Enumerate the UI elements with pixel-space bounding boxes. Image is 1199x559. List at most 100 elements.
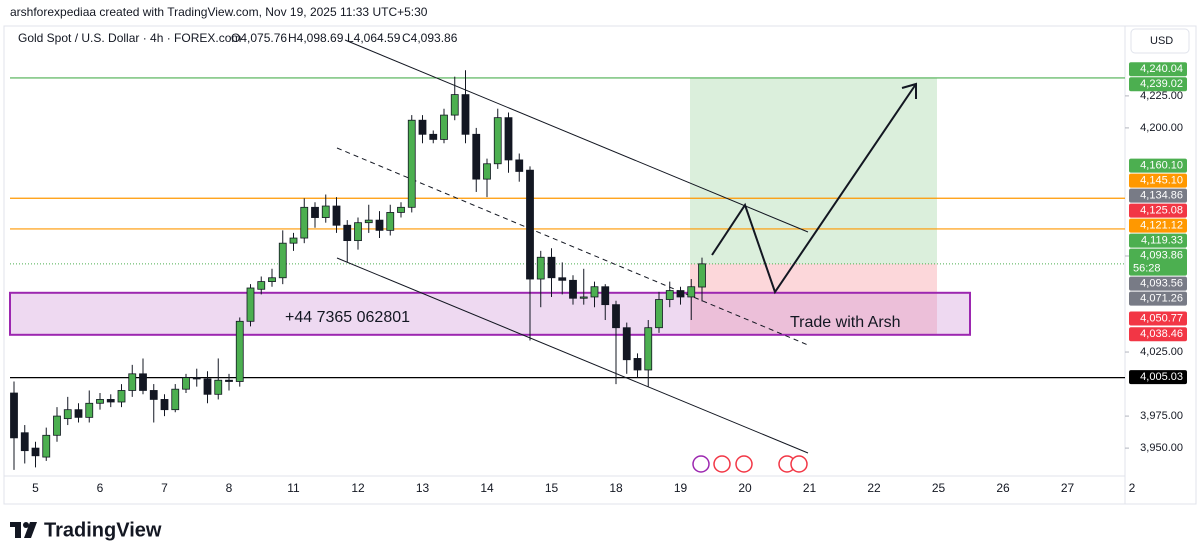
candle-body [644,327,653,371]
candle-body [321,205,330,218]
candles [10,70,706,470]
target-zone [690,77,937,264]
candle-body [128,373,137,391]
price-label-box [1129,158,1187,173]
candle-body [300,206,309,239]
candle-body [698,263,706,288]
candle-body [622,327,631,361]
position-text: Trade with Arsh [790,314,901,331]
candle-body [472,133,481,180]
support-zone [9,291,971,336]
price-label-box [1129,77,1187,92]
x-tick-label: 6 [97,481,104,495]
event-icon [713,455,731,473]
price-label: 4,239.02 [1140,78,1183,90]
candle-body [418,119,427,135]
event-icon [735,455,753,473]
candle-body [364,219,373,224]
x-tick-label: 13 [416,481,430,495]
x-tick-label: 8 [226,481,233,495]
candle-body [407,119,416,208]
price-label: 4,038.46 [1140,328,1183,340]
candle-body [515,159,524,172]
event-icons [692,455,808,473]
candle-body [579,296,588,299]
candle-body [160,399,169,411]
projection-arrow [711,83,917,295]
candle-body [687,286,696,298]
candle-body [665,290,674,300]
price-label-box [1129,218,1187,233]
arrow-head [901,82,917,99]
price-label: 4,093.56 [1140,278,1183,290]
candle-body [386,212,395,231]
candle-body [354,222,362,242]
candle-body [42,434,51,458]
price-label-box [1129,327,1187,342]
logo-shape [23,522,29,528]
trend-line [336,257,809,454]
x-tick-label: 25 [932,481,946,495]
ohlc-close: C4,093.86 [402,31,458,45]
price-label: 4,121.12 [1140,220,1183,232]
x-tick-label: 5 [32,481,39,495]
ohlc-open: O4,075.76 [231,31,287,45]
x-tick-label: 26 [996,481,1010,495]
candle-body [547,256,556,279]
candle-body [85,402,94,418]
logo-shape [24,522,37,538]
x-tick-label: 14 [480,481,494,495]
price-label: 4,160.10 [1140,160,1183,172]
price-label-box [1129,203,1187,218]
candle-body [96,399,104,404]
price-label-box [1129,311,1187,326]
price-label-box [1129,248,1187,276]
candle-body [10,392,18,439]
candle-body [246,287,255,322]
event-icon [790,455,808,473]
candle-body [278,242,287,279]
candle-body [461,94,470,135]
countdown: 56:28 [1133,263,1161,275]
candle-body [139,373,147,391]
price-label: 4,071.26 [1140,293,1183,305]
currency-box[interactable] [1130,28,1190,54]
price-label: 4,119.33 [1141,235,1183,247]
price-label-box [1129,173,1187,188]
candle-body [332,205,341,226]
price-label: 4,134.86 [1140,190,1183,202]
candle-body [63,409,72,420]
frame [3,25,1197,505]
candle-body [440,114,448,140]
price-label-box [1129,188,1187,203]
logo-text: TradingView [44,519,162,541]
candle-body [612,304,620,329]
candle-body [192,377,201,380]
candle-body [117,390,126,403]
axis-layer: 5 6 7 8 11 12 13 14 15 18 19 20 21 22 25 26 27 24,225.004… [32,62,1187,495]
back-layer: +44 7365 062801 Trade with Arsh [9,77,1125,379]
candle-body [289,237,298,244]
candle-body [676,290,685,298]
candle-body [257,281,266,290]
y-tick-label: 3,975.00 [1140,410,1183,422]
price-label-box [1129,291,1187,306]
price-label-box [1129,62,1187,77]
candle-body [526,169,534,280]
candle-body [149,390,158,400]
x-tick-label: 15 [545,481,559,495]
candle-body [214,379,223,395]
event-icon [692,455,710,473]
candle-body [53,415,61,436]
x-tick-label: 21 [803,481,817,495]
x-tick-label: 12 [351,481,365,495]
candle-body [483,163,491,180]
candle-body [655,299,663,329]
currency[interactable]: USD [1150,35,1173,47]
candle-body [493,117,502,165]
x-tick-label: 2 [1129,481,1136,495]
stop-zone [690,263,937,335]
candle-body [504,117,513,161]
x-tick-label: 20 [738,481,752,495]
